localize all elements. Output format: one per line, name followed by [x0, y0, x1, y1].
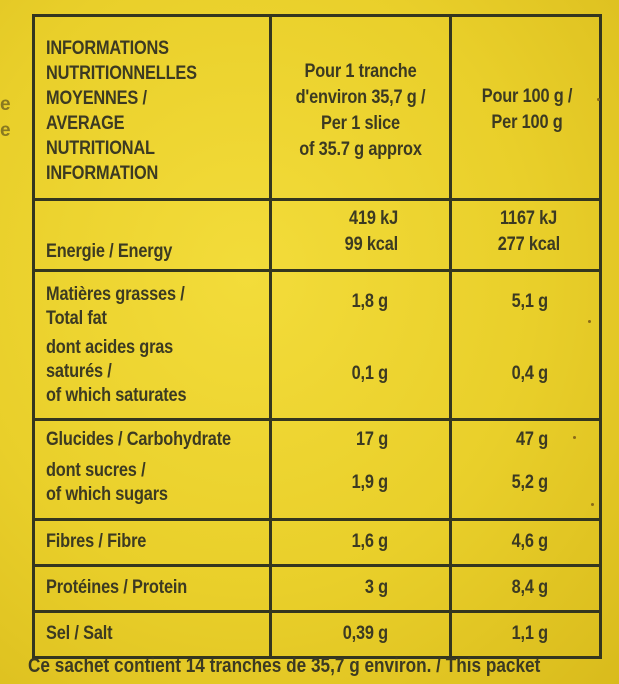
saturates-per-slice: 0,1 g [351, 363, 389, 384]
header-title-line: INFORMATION [46, 163, 159, 184]
energy-per-100g-kcal: 277 kcal [497, 234, 560, 255]
salt-per-slice: 0,39 g [342, 623, 388, 644]
fat-label-line: Total fat [46, 308, 107, 329]
saturates-label-line: dont acides gras [46, 337, 174, 358]
energy-per-slice-kj: 419 kJ [349, 208, 398, 229]
fibre-label: Fibres / Fibre [46, 531, 147, 552]
saturates-label-line: saturés / [46, 361, 112, 382]
row-divider [32, 269, 602, 272]
fat-label-line: Matières grasses / [46, 284, 185, 305]
saturates-label-line: of which saturates [46, 385, 187, 406]
protein-label: Protéines / Protein [46, 577, 188, 598]
header-per-slice-line: Pour 1 tranche [304, 61, 417, 82]
row-divider [32, 198, 602, 201]
row-divider [32, 518, 602, 521]
row-divider [32, 610, 602, 613]
protein-per-slice: 3 g [364, 577, 388, 598]
sugars-label-line: of which sugars [46, 484, 168, 505]
header-per-100g-line: Per 100 g [491, 112, 563, 133]
salt-label: Sel / Salt [46, 623, 113, 644]
sugars-label-line: dont sucres / [46, 460, 146, 481]
packet-footer-text: Ce sachet contient 14 tranches de 35,7 g… [28, 655, 541, 677]
carbohydrate-per-100g: 47 g [515, 429, 548, 450]
header-title-line: INFORMATIONS [46, 38, 169, 59]
fat-per-100g: 5,1 g [511, 291, 549, 312]
energy-per-100g-kj: 1167 kJ [500, 208, 557, 229]
header-per-100g-line: Pour 100 g / [481, 86, 573, 107]
header-title-line: NUTRITIONAL [46, 138, 155, 159]
left-edge-fragment: e [0, 120, 11, 141]
column-divider [269, 14, 272, 659]
header-title-line: NUTRITIONNELLES [46, 63, 197, 84]
row-divider [32, 418, 602, 421]
saturates-per-100g: 0,4 g [511, 363, 549, 384]
header-title-line: MOYENNES / [46, 88, 147, 109]
print-speck [573, 436, 576, 439]
energy-label: Energie / Energy [46, 241, 173, 262]
sugars-per-slice: 1,9 g [351, 472, 389, 493]
nutrition-table [32, 14, 602, 659]
header-per-slice-line: d'environ 35,7 g / [295, 87, 426, 108]
sugars-per-100g: 5,2 g [511, 472, 549, 493]
print-speck [591, 503, 594, 506]
fibre-per-slice: 1,6 g [351, 531, 389, 552]
header-per-slice-line: of 35.7 g approx [299, 139, 422, 160]
header-title-line: AVERAGE [46, 113, 125, 134]
column-divider [449, 14, 452, 659]
row-divider [32, 564, 602, 567]
print-speck [597, 98, 600, 101]
fat-per-slice: 1,8 g [351, 291, 389, 312]
left-edge-fragment: e [0, 94, 11, 115]
salt-per-100g: 1,1 g [511, 623, 549, 644]
carbohydrate-label: Glucides / Carbohydrate [46, 429, 231, 450]
print-speck [588, 320, 591, 323]
fibre-per-100g: 4,6 g [511, 531, 549, 552]
header-per-slice-line: Per 1 slice [321, 113, 400, 134]
energy-per-slice-kcal: 99 kcal [344, 234, 398, 255]
carbohydrate-per-slice: 17 g [355, 429, 388, 450]
protein-per-100g: 8,4 g [511, 577, 549, 598]
